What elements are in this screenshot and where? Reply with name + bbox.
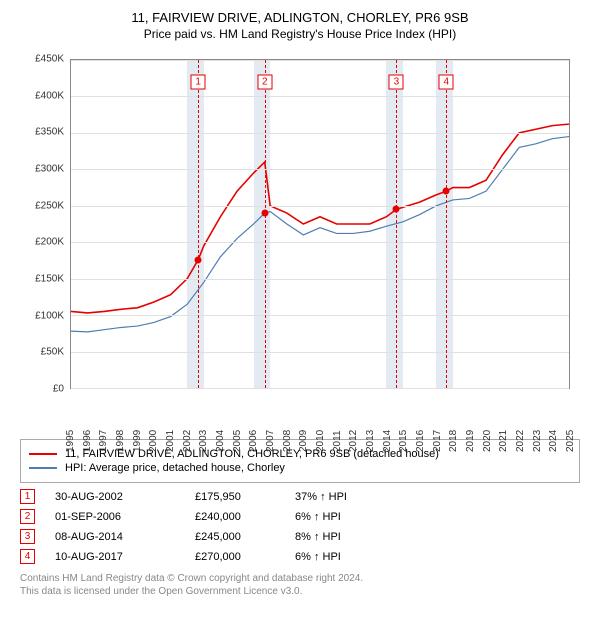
footer-line-1: Contains HM Land Registry data © Crown c… [20,572,580,585]
sales-table: 1 30-AUG-2002£175,95037% ↑ HPI 2 01-SEP-200… [20,489,580,564]
sale-pct-vs-hpi: 6% ↑ HPI [295,551,415,563]
x-axis-label: 2002 [182,430,193,452]
y-axis-label: £200K [20,237,64,248]
x-axis-label: 2014 [382,430,393,452]
x-axis-label: 2000 [148,430,159,452]
sale-row: 2 01-SEP-2006£240,0006% ↑ HPI [20,509,580,524]
x-axis-label: 2022 [515,430,526,452]
sale-date: 10-AUG-2017 [55,551,195,563]
y-gridline [71,242,569,243]
x-axis-label: 2006 [248,430,259,452]
sale-price: £270,000 [195,551,295,563]
x-axis-label: 2010 [315,430,326,452]
page-title: 11, FAIRVIEW DRIVE, ADLINGTON, CHORLEY, … [10,10,590,25]
y-gridline [71,315,569,316]
series-hpi [71,137,569,332]
sale-row: 3 08-AUG-2014£245,0008% ↑ HPI [20,529,580,544]
y-axis-label: £400K [20,90,64,101]
y-axis-label: £100K [20,310,64,321]
legend-swatch [29,467,57,469]
x-axis-label: 1996 [82,430,93,452]
x-axis-label: 2021 [498,430,509,452]
sale-date-line [265,60,266,388]
legend-item: HPI: Average price, detached house, Chor… [29,462,571,474]
x-axis-label: 2008 [282,430,293,452]
sale-marker-dot [393,206,400,213]
x-axis-label: 2013 [365,430,376,452]
sale-marker-dot [261,210,268,217]
y-gridline [71,96,569,97]
y-gridline [71,352,569,353]
x-axis-label: 2001 [165,430,176,452]
x-axis-label: 2007 [265,430,276,452]
footer-attribution: Contains HM Land Registry data © Crown c… [20,572,580,598]
sale-num: 1 [20,489,35,504]
sale-marker-label: 1 [191,74,206,89]
x-axis-label: 2018 [448,430,459,452]
sale-pct-vs-hpi: 6% ↑ HPI [295,511,415,523]
x-axis-label: 2004 [215,430,226,452]
x-axis-label: 2009 [298,430,309,452]
legend-swatch [29,453,57,455]
sale-date-line [396,60,397,388]
sale-date: 08-AUG-2014 [55,531,195,543]
y-gridline [71,206,569,207]
x-axis-label: 2019 [465,430,476,452]
x-axis-label: 2003 [198,430,209,452]
x-axis-label: 1998 [115,430,126,452]
sale-marker-label: 4 [439,74,454,89]
sale-price: £240,000 [195,511,295,523]
sale-marker-label: 2 [257,74,272,89]
page-subtitle: Price paid vs. HM Land Registry's House … [10,27,590,41]
y-axis-label: £50K [20,347,64,358]
x-axis-label: 2005 [232,430,243,452]
y-gridline [71,60,569,61]
sale-row: 4 10-AUG-2017£270,0006% ↑ HPI [20,549,580,564]
x-axis-label: 2020 [482,430,493,452]
sale-date-line [446,60,447,388]
footer-line-2: This data is licensed under the Open Gov… [20,585,580,598]
sale-date: 01-SEP-2006 [55,511,195,523]
x-axis-label: 1999 [132,430,143,452]
x-axis-label: 1997 [98,430,109,452]
sale-price: £245,000 [195,531,295,543]
sale-marker-dot [195,256,202,263]
y-gridline [71,388,569,389]
y-axis-label: £150K [20,274,64,285]
y-axis-label: £250K [20,200,64,211]
y-gridline [71,169,569,170]
sale-pct-vs-hpi: 8% ↑ HPI [295,531,415,543]
x-axis-label: 2023 [532,430,543,452]
sale-pct-vs-hpi: 37% ↑ HPI [295,491,415,503]
legend-label: HPI: Average price, detached house, Chor… [65,462,285,474]
x-axis-label: 2025 [565,430,576,452]
x-axis-label: 1995 [65,430,76,452]
sale-num: 4 [20,549,35,564]
price-chart: £0 £50K £100K £150K £200K £250K £300K £350K £400… [20,49,580,429]
x-axis-label: 2024 [548,430,559,452]
y-gridline [71,279,569,280]
x-axis-label: 2015 [398,430,409,452]
x-axis-label: 2012 [348,430,359,452]
sale-date-line [198,60,199,388]
sale-row: 1 30-AUG-2002£175,95037% ↑ HPI [20,489,580,504]
series-property [71,124,569,313]
y-gridline [71,133,569,134]
sale-num: 2 [20,509,35,524]
y-axis-label: £450K [20,54,64,65]
sale-date: 30-AUG-2002 [55,491,195,503]
x-axis-label: 2017 [432,430,443,452]
sale-marker-dot [443,188,450,195]
sale-num: 3 [20,529,35,544]
y-axis-label: £350K [20,127,64,138]
sale-marker-label: 3 [389,74,404,89]
y-axis-label: £300K [20,164,64,175]
sale-price: £175,950 [195,491,295,503]
y-axis-label: £0 [20,384,64,395]
x-axis-label: 2011 [332,430,343,452]
x-axis-label: 2016 [415,430,426,452]
